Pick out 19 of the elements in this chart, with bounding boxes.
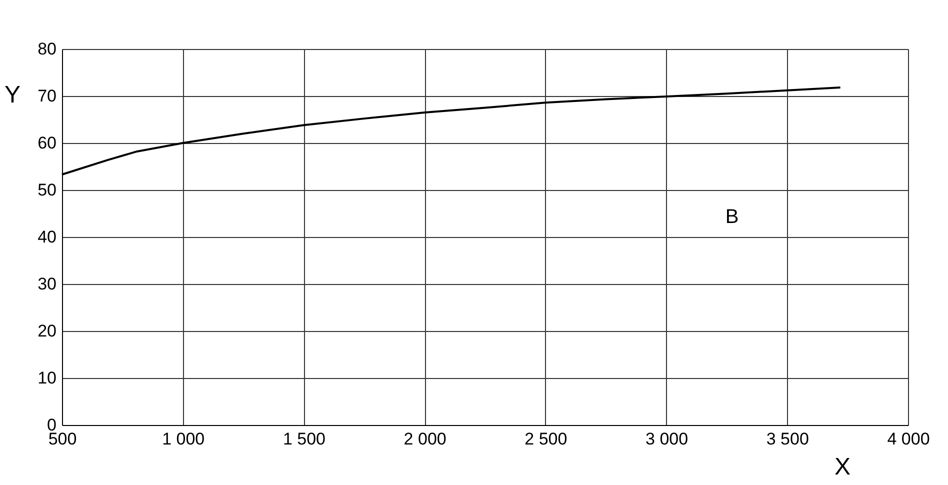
y-axis-title: Y [4, 82, 21, 108]
x-tick-label: 3 500 [766, 430, 809, 448]
y-tick-label: 40 [38, 228, 56, 246]
y-tick-label: 80 [38, 40, 56, 58]
x-tick-label: 1 500 [282, 430, 326, 448]
x-tick-label: 500 [48, 430, 77, 448]
x-axis-title: X [834, 454, 851, 480]
x-tick-label: 3 000 [646, 430, 688, 448]
x-tick-label: 4 000 [887, 430, 930, 448]
y-tick-label: 50 [38, 180, 56, 200]
y-tick-label: 60 [38, 134, 56, 152]
y-tick-label: 20 [38, 322, 56, 340]
annotation: B [725, 206, 739, 228]
x-tick-label: 2 000 [404, 430, 446, 448]
x-tick-label: 2 500 [524, 430, 568, 448]
y-tick-label: 30 [38, 274, 56, 294]
y-tick-label: 70 [38, 86, 56, 106]
x-tick-label: 1 000 [162, 430, 205, 448]
y-tick-label: 10 [38, 368, 56, 388]
